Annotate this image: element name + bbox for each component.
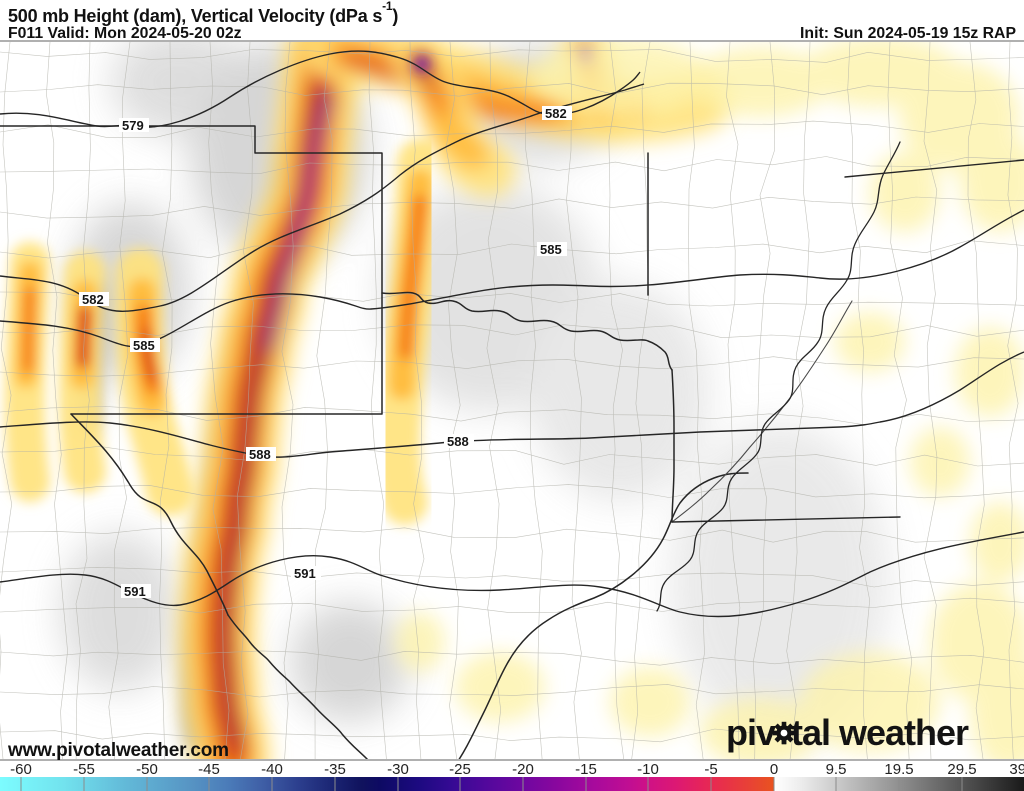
svg-text:tal weather: tal weather — [791, 713, 969, 753]
svg-text:588: 588 — [249, 447, 271, 462]
svg-text:591: 591 — [294, 566, 316, 581]
svg-text:582: 582 — [545, 106, 567, 121]
svg-text:591: 591 — [124, 584, 146, 599]
svg-text:585: 585 — [133, 338, 155, 353]
svg-text:579: 579 — [122, 118, 144, 133]
svg-text:582: 582 — [82, 292, 104, 307]
svg-text:585: 585 — [540, 242, 562, 257]
svg-text:588: 588 — [447, 434, 469, 449]
svg-text:piv: piv — [726, 713, 776, 753]
